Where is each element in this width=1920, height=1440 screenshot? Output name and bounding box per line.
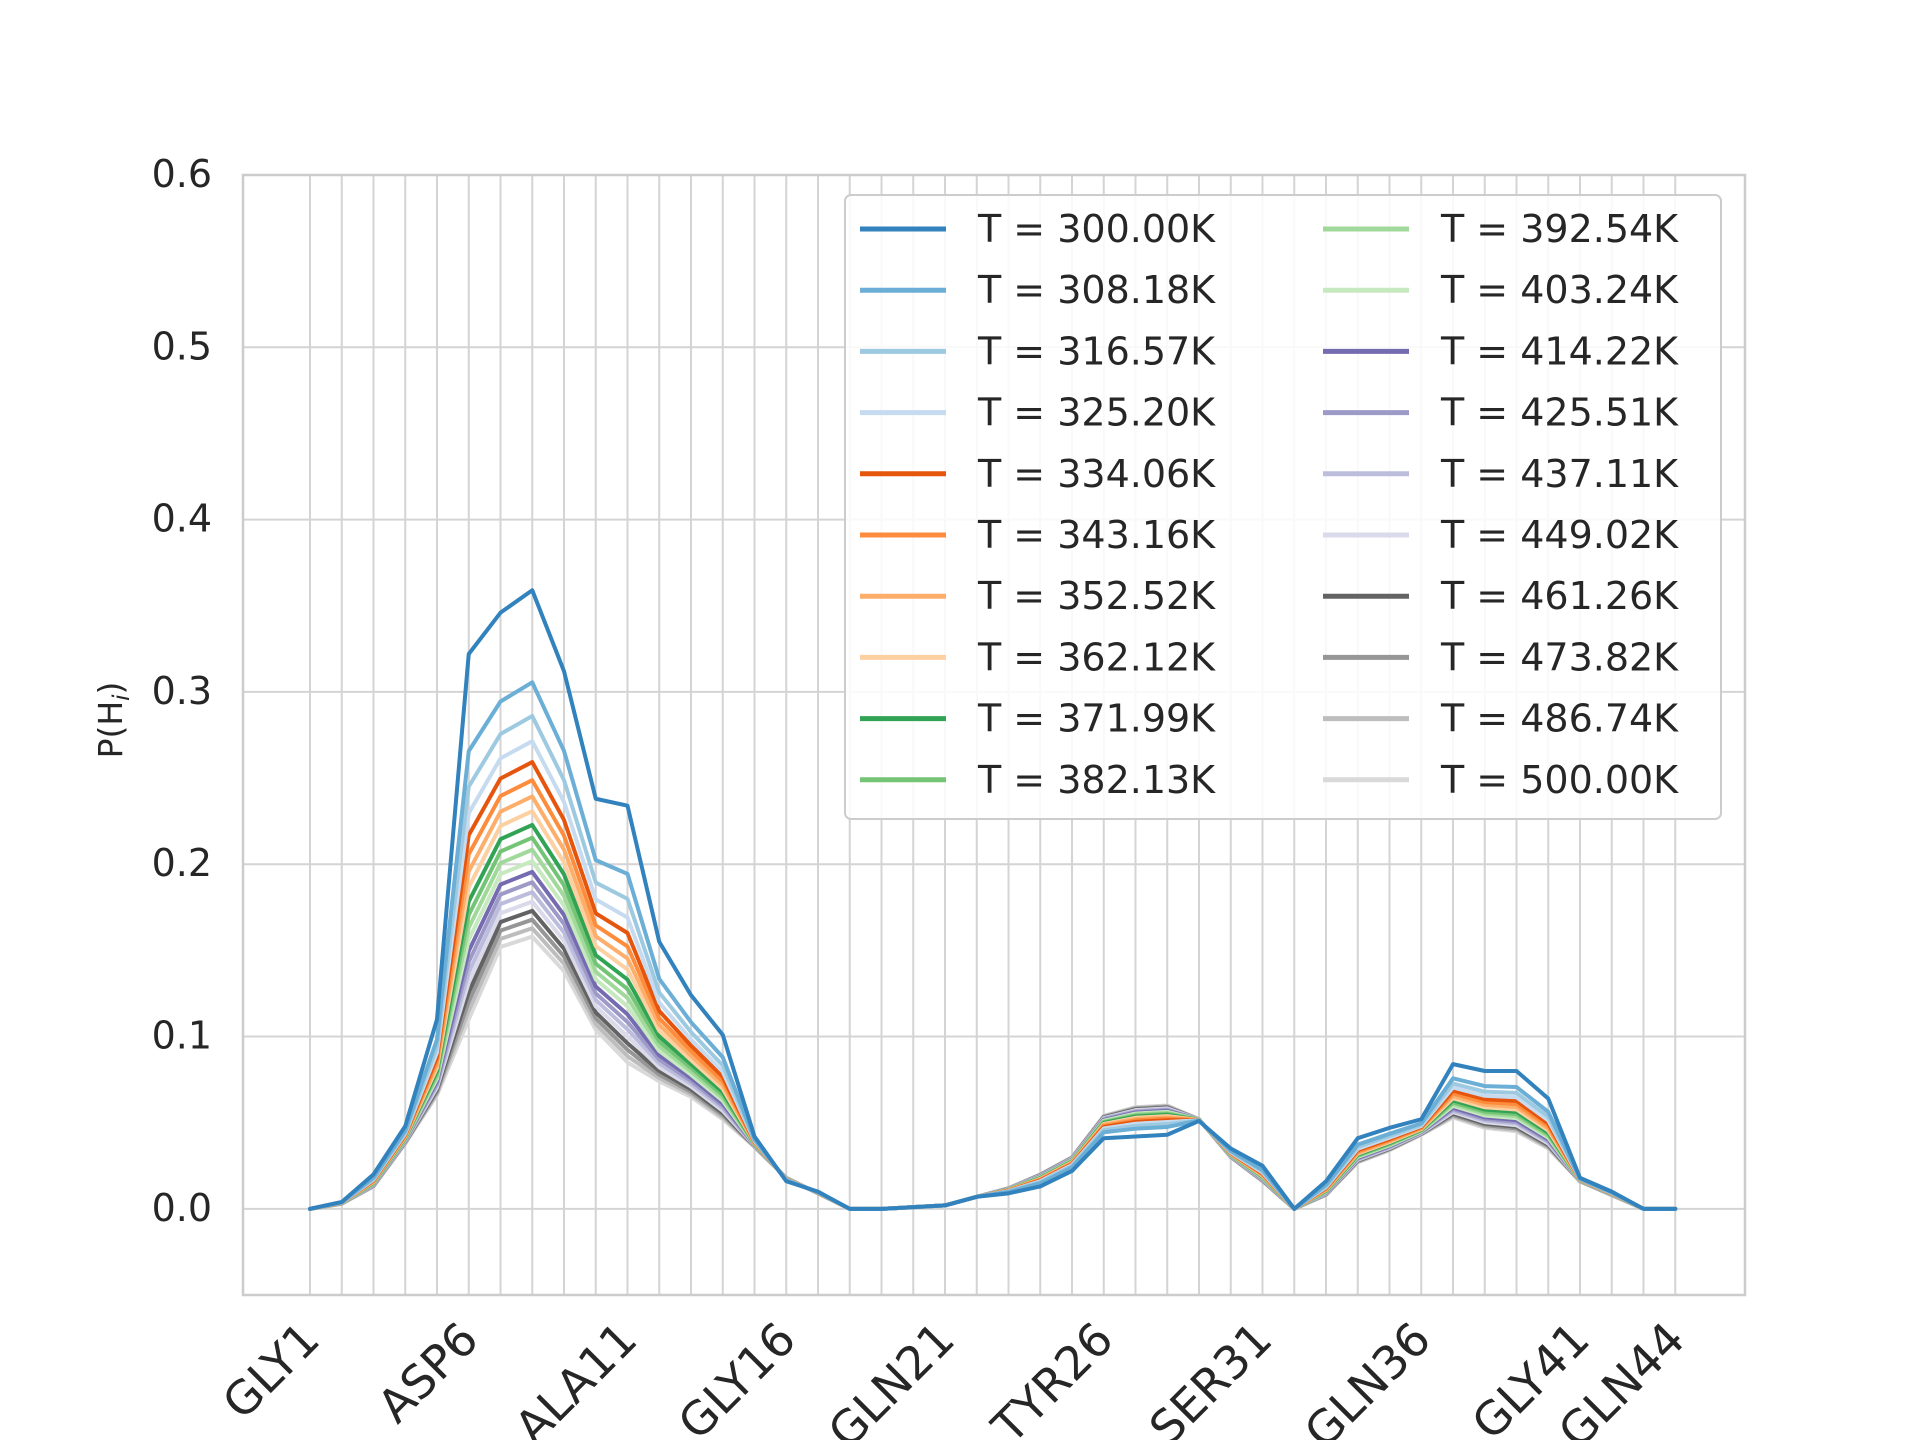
legend-label: T = 425.51K — [1440, 391, 1679, 435]
legend-label: T = 437.11K — [1440, 452, 1679, 496]
legend-label: T = 449.02K — [1440, 513, 1679, 557]
legend-label: T = 352.52K — [977, 574, 1216, 618]
y-tick-label: 0.5 — [152, 324, 212, 368]
legend-label: T = 473.82K — [1440, 635, 1679, 679]
legend-label: T = 325.20K — [977, 391, 1216, 435]
y-tick-label: 0.6 — [152, 152, 212, 196]
legend-label: T = 362.12K — [977, 635, 1216, 679]
legend-label: T = 403.24K — [1440, 268, 1679, 312]
legend-label: T = 486.74K — [1440, 697, 1679, 741]
y-tick-label: 0.2 — [152, 841, 212, 885]
legend-label: T = 371.99K — [977, 697, 1216, 741]
legend-label: T = 392.54K — [1440, 207, 1679, 251]
legend-label: T = 414.22K — [1440, 329, 1679, 373]
legend-label: T = 461.26K — [1440, 574, 1679, 618]
legend-label: T = 308.18K — [977, 268, 1216, 312]
series-lines — [308, 588, 1678, 1211]
legend-label: T = 343.16K — [977, 513, 1216, 557]
y-tick-label: 0.4 — [152, 497, 212, 541]
plot-frame — [241, 173, 1747, 1297]
y-tick-labels: 0.0 0.1 0.2 0.3 0.4 0.5 0.6 — [152, 152, 212, 1230]
y-axis-label: P(Hi) — [91, 682, 135, 759]
y-tick-label: 0.3 — [152, 669, 212, 713]
legend: T = 300.00K T = 308.18K T = 316.57K T = 325… — [844, 194, 1722, 820]
legend-label: T = 500.00K — [1440, 758, 1679, 802]
y-tick-label: 0.1 — [152, 1014, 212, 1058]
y-tick-label: 0.0 — [152, 1186, 212, 1230]
legend-label: T = 334.06K — [977, 452, 1216, 496]
legend-label: T = 382.13K — [977, 758, 1216, 802]
legend-label: T = 316.57K — [977, 329, 1216, 373]
legend-label: T = 300.00K — [977, 207, 1216, 251]
series-line — [308, 588, 1678, 1211]
legend-box — [844, 194, 1722, 820]
